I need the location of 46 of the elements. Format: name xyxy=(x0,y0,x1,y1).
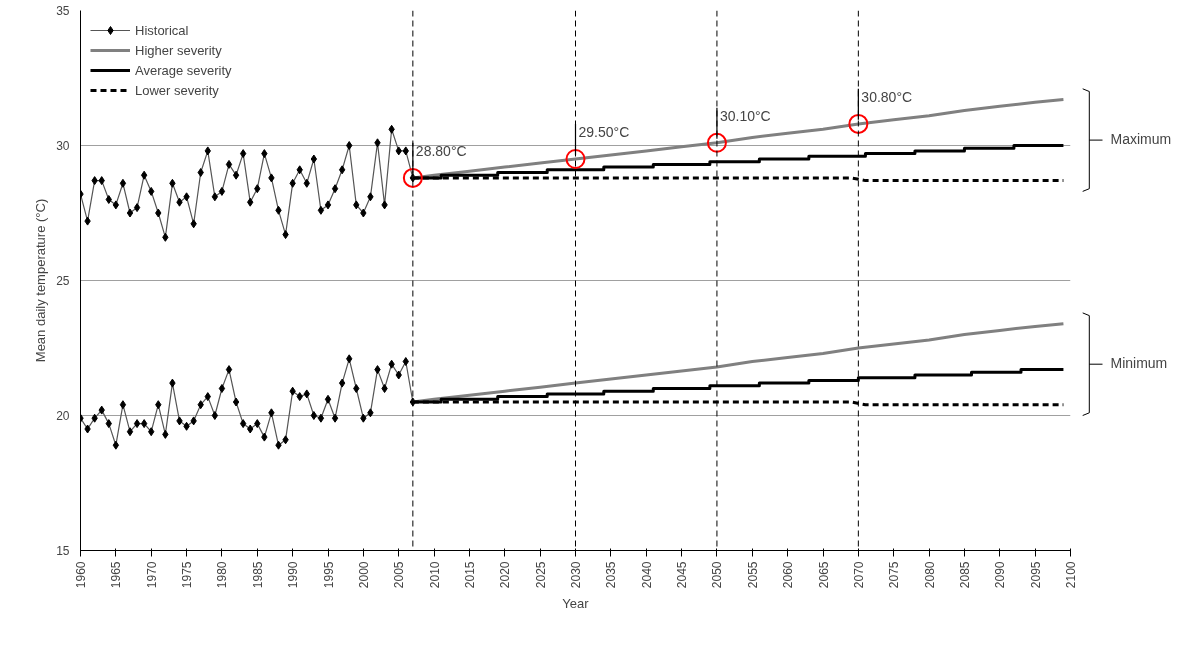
x-tick-label: 2090 xyxy=(993,561,1008,589)
x-tick-label: 2035 xyxy=(604,561,619,589)
x-tick-label: 1980 xyxy=(215,561,230,589)
annotation: 29.50°C xyxy=(578,123,630,140)
x-tick-label: 1970 xyxy=(144,561,159,589)
y-tick-label: 25 xyxy=(56,274,70,288)
annotation: 28.80°C xyxy=(415,142,467,159)
x-tick-label: 2075 xyxy=(887,561,902,589)
x-tick-label: 1985 xyxy=(250,561,265,589)
x-tick-label: 2030 xyxy=(569,561,583,589)
annotation: 30.80°C xyxy=(861,88,913,105)
x-tick-label: 2040 xyxy=(639,561,654,589)
x-tick-label: 2010 xyxy=(427,561,442,589)
x-tick-label: 1995 xyxy=(321,561,336,589)
annotation: 30.10°C xyxy=(719,107,771,124)
x-tick-label: 2065 xyxy=(816,561,831,589)
x-axis-title: Year xyxy=(562,596,590,612)
x-tick-label: 2005 xyxy=(392,561,407,589)
x-tick-label: 1990 xyxy=(286,561,301,589)
legend-label: Higher severity xyxy=(135,42,222,58)
legend-label: Lower severity xyxy=(135,82,219,98)
x-tick-label: 2015 xyxy=(462,561,477,589)
x-tick-label: 2050 xyxy=(710,561,725,589)
x-tick-label: 2055 xyxy=(745,561,760,589)
x-tick-label: 1960 xyxy=(74,561,88,589)
text: Maximum xyxy=(1110,131,1172,148)
x-tick-label: 2020 xyxy=(498,561,513,589)
y-tick-label: 35 xyxy=(56,4,70,18)
x-tick-label: 2000 xyxy=(356,561,371,589)
y-axis-title: Mean daily temperature (°C) xyxy=(33,198,49,363)
x-tick-label: 2045 xyxy=(675,561,690,589)
text: Minimum xyxy=(1110,355,1168,372)
y-tick-label: 20 xyxy=(56,409,70,423)
x-tick-label: 1975 xyxy=(180,561,195,589)
x-tick-label: 2085 xyxy=(957,561,972,589)
x-tick-label: 2070 xyxy=(851,561,866,589)
x-tick-label: 2025 xyxy=(533,561,548,589)
x-tick-label: 2095 xyxy=(1028,561,1043,589)
x-tick-label: 1965 xyxy=(109,561,124,589)
y-tick-label: 15 xyxy=(56,544,70,558)
legend-label: Average severity xyxy=(135,62,232,78)
legend-label: Historical xyxy=(135,22,189,38)
y-tick-label: 30 xyxy=(56,139,70,153)
x-tick-label: 2060 xyxy=(781,561,796,589)
x-tick-label: 2080 xyxy=(922,561,937,589)
x-tick-label: 2100 xyxy=(1064,561,1078,589)
